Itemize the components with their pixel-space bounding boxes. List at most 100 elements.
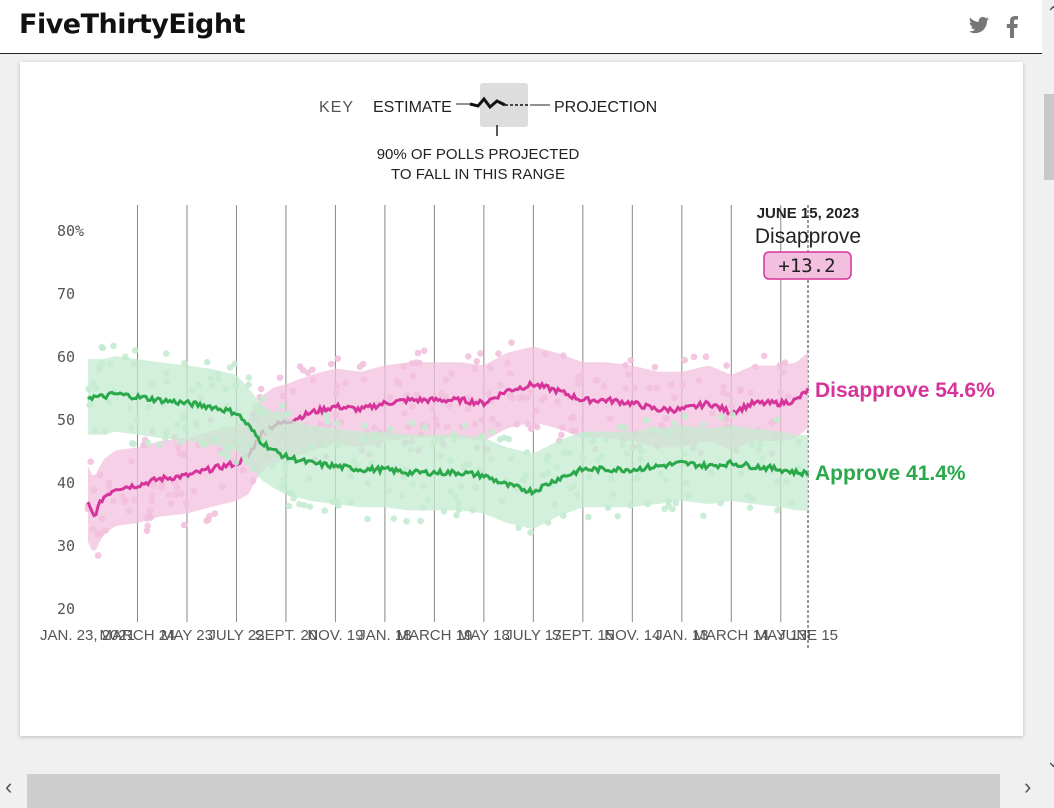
poll-dot <box>717 499 724 507</box>
poll-dot <box>644 500 651 508</box>
poll-dot <box>211 510 219 517</box>
horizontal-scrollbar-thumb[interactable] <box>27 774 1000 808</box>
poll-dot <box>707 469 715 477</box>
poll-dot <box>488 428 495 436</box>
site-logo[interactable]: FiveThirtyEight <box>19 9 245 40</box>
poll-dot <box>560 352 567 359</box>
poll-dot <box>347 498 354 506</box>
poll-dot <box>579 453 586 460</box>
poll-dot <box>737 469 745 477</box>
x-tick-label: MARCH 14 <box>693 627 769 644</box>
poll-dot <box>760 352 768 360</box>
poll-dot <box>461 422 468 429</box>
poll-dot <box>98 343 106 351</box>
poll-dot <box>278 402 286 410</box>
poll-dot <box>306 503 314 510</box>
poll-dot <box>729 411 736 419</box>
poll-dot <box>683 479 690 487</box>
poll-dot <box>748 441 756 449</box>
poll-dot <box>403 518 410 525</box>
poll-dot <box>407 446 414 453</box>
poll-dot <box>527 529 534 536</box>
poll-dot <box>419 503 427 511</box>
poll-dot <box>232 458 240 466</box>
poll-dot <box>148 497 155 505</box>
x-tick-label: JULY 17 <box>505 627 561 644</box>
poll-dot <box>128 424 135 431</box>
poll-dot <box>485 390 492 398</box>
poll-dot <box>664 430 672 438</box>
scroll-down-icon[interactable]: ⌄ <box>1046 751 1054 771</box>
poll-dot <box>131 347 139 354</box>
poll-dot <box>165 491 173 499</box>
key-range-note: TO FALL IN THIS RANGE <box>391 166 565 183</box>
vertical-scrollbar-thumb[interactable] <box>1044 94 1054 180</box>
poll-dot <box>144 439 152 447</box>
poll-dot <box>181 423 189 431</box>
twitter-icon[interactable] <box>968 16 990 41</box>
poll-dot <box>452 493 460 500</box>
poll-dot <box>602 436 609 444</box>
poll-dot <box>239 467 247 474</box>
poll-dot <box>455 506 463 513</box>
poll-dot <box>221 425 229 433</box>
poll-dot <box>421 424 429 431</box>
poll-dot <box>515 524 523 532</box>
x-tick-label: NOV. 19 <box>307 627 363 644</box>
vertical-scrollbar[interactable] <box>1042 0 1054 808</box>
poll-dot <box>524 394 531 401</box>
poll-dot <box>777 388 784 396</box>
scroll-right-icon[interactable]: › <box>1024 774 1032 799</box>
poll-dot <box>86 401 94 409</box>
poll-dot <box>747 389 754 396</box>
poll-dot <box>360 436 368 444</box>
poll-dot <box>248 465 256 472</box>
scroll-left-icon[interactable]: ‹ <box>5 774 13 799</box>
poll-dot <box>744 492 751 500</box>
poll-dot <box>367 459 375 466</box>
poll-dot <box>776 362 784 369</box>
x-tick-label: JULY 22 <box>208 627 264 644</box>
facebook-icon[interactable] <box>1006 16 1018 43</box>
x-tick-label: JUNE 15 <box>778 627 838 644</box>
poll-dot <box>453 511 460 519</box>
poll-dot <box>454 499 462 506</box>
poll-dot <box>309 376 317 384</box>
x-tick-label: MARCH 24 <box>100 627 176 644</box>
poll-dot <box>189 386 196 394</box>
poll-dot <box>621 424 629 431</box>
poll-dot <box>432 416 439 423</box>
poll-dot <box>726 391 733 398</box>
y-tick-label: 40 <box>57 474 75 492</box>
poll-dot <box>281 465 289 473</box>
poll-dot <box>651 363 659 371</box>
poll-dot <box>260 409 267 416</box>
poll-dot <box>679 381 687 389</box>
poll-dot <box>214 370 222 377</box>
poll-dot <box>222 385 230 393</box>
scroll-up-icon[interactable]: ⌃ <box>1046 3 1054 23</box>
poll-dot <box>477 432 485 440</box>
poll-dot <box>350 457 358 465</box>
key-range-note: 90% OF POLLS PROJECTED <box>377 146 580 163</box>
poll-dot <box>442 393 449 401</box>
poll-dot <box>622 361 629 369</box>
poll-dot <box>90 486 98 494</box>
poll-dot <box>746 504 754 512</box>
poll-dot <box>218 482 226 490</box>
poll-dot <box>130 440 137 448</box>
poll-dot <box>252 402 259 410</box>
y-tick-label: 60 <box>57 348 75 366</box>
site-header: FiveThirtyEight <box>0 0 1042 54</box>
poll-dot <box>658 422 666 429</box>
poll-dot <box>440 507 448 515</box>
poll-dot <box>780 369 787 376</box>
poll-dot <box>301 448 309 455</box>
poll-dot <box>508 339 515 347</box>
poll-dot <box>542 350 549 358</box>
poll-dot <box>288 490 295 497</box>
poll-dot <box>390 515 398 522</box>
poll-dot <box>333 420 341 427</box>
poll-dot <box>544 519 552 526</box>
x-tick-label: JAN. 23, 2021 <box>40 627 135 644</box>
